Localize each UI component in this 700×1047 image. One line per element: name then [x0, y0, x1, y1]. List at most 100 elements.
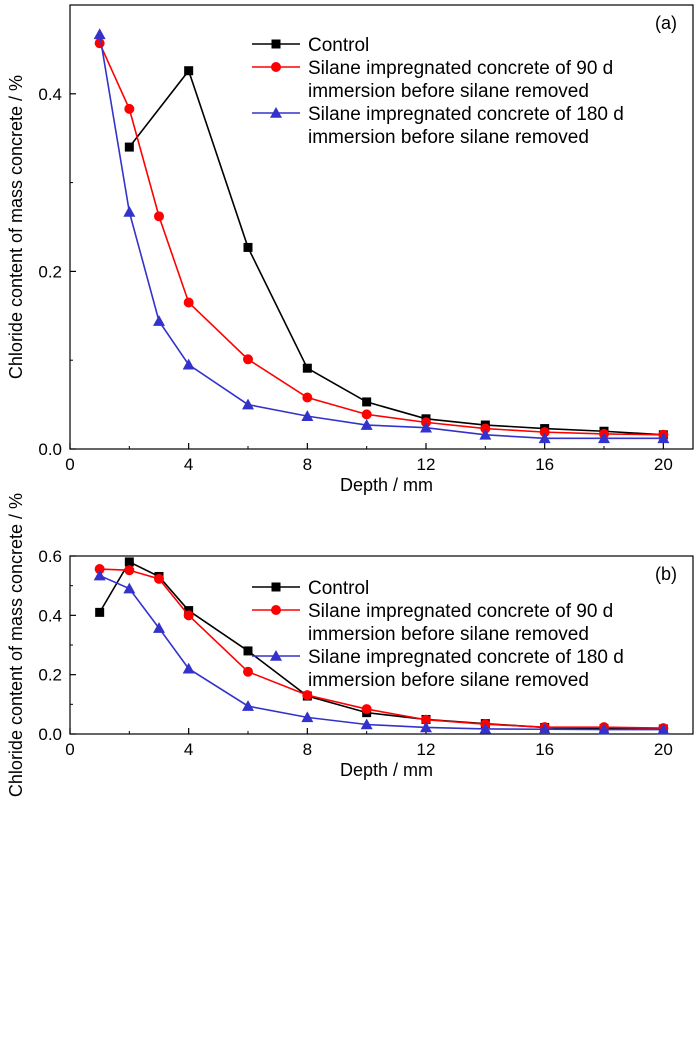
series-silane-impregnated-concrete-of-90-d-imme — [94, 564, 669, 734]
data-point — [95, 607, 105, 617]
legend-item: Silane impregnated concrete of 180 dimme… — [252, 104, 624, 148]
x-axis: 0 4 8 12 16 20 — [65, 728, 673, 759]
data-point — [153, 622, 165, 633]
y-tick-label: 0.2 — [38, 666, 62, 685]
data-point — [242, 700, 254, 711]
data-point — [301, 410, 314, 421]
series-line — [98, 42, 664, 436]
data-point — [124, 142, 134, 152]
data-point — [93, 28, 106, 40]
series-line — [128, 69, 664, 436]
data-point — [243, 646, 253, 656]
legend-label: Silane impregnated concrete of 90 d — [308, 601, 613, 622]
y-axis-title: Chloride content of mass concrete / % — [6, 493, 26, 797]
data-point — [94, 564, 105, 575]
data-point — [301, 711, 314, 723]
data-point — [538, 432, 551, 444]
data-point — [123, 582, 136, 594]
legend-swatch-marker — [271, 582, 281, 592]
data-point — [242, 398, 254, 410]
data-point — [480, 423, 491, 434]
data-point — [362, 397, 372, 407]
y-tick-label: 0.6 — [38, 547, 62, 566]
x-tick-label: 0 — [65, 740, 74, 759]
data-point — [420, 421, 432, 433]
legend-item: Control — [252, 578, 369, 599]
x-tick-label: 12 — [417, 455, 436, 474]
legend-label: Control — [308, 35, 369, 56]
y-tick-label: 0.4 — [38, 606, 62, 625]
chart-panel-a: 0 4 8 12 16 20 0.0 0.2 0.4 Depth / mm Chloride con… — [6, 4, 694, 495]
series-line — [99, 574, 664, 731]
series-line — [99, 568, 664, 729]
legend-label: immersion before silane removed — [308, 624, 589, 645]
data-point — [302, 363, 312, 373]
x-tick-label: 16 — [535, 455, 554, 474]
legend-label: immersion before silane removed — [308, 670, 589, 691]
legend-swatch-marker — [271, 605, 281, 615]
x-tick-label: 20 — [654, 455, 673, 474]
panel-label: (a) — [655, 13, 677, 33]
data-point — [657, 432, 670, 444]
y-axis-title: Chloride content of mass concrete / % — [6, 75, 26, 379]
data-point — [361, 704, 372, 715]
data-point — [243, 354, 253, 365]
data-point — [93, 569, 106, 581]
data-point — [420, 721, 432, 733]
data-point — [243, 242, 253, 252]
data-point — [94, 38, 105, 49]
data-point — [124, 557, 134, 567]
series-silane-impregnated-concrete-of-180-d-imm — [93, 28, 670, 444]
x-tick-label: 4 — [184, 455, 193, 474]
x-tick-label: 8 — [303, 740, 312, 759]
legend-item: Control — [252, 35, 369, 56]
data-point — [598, 432, 610, 444]
data-point — [360, 419, 373, 430]
series-control — [95, 557, 668, 734]
x-tick-label: 4 — [184, 740, 193, 759]
legend-swatch-marker — [271, 39, 281, 49]
data-point — [182, 662, 195, 674]
legend-label: immersion before silane removed — [308, 127, 589, 148]
data-point — [421, 714, 431, 725]
data-point — [184, 66, 194, 76]
y-tick-label: 0.2 — [38, 262, 62, 281]
y-axis: 0.0 0.2 0.4 0.6 — [38, 547, 76, 744]
legend-label: Control — [308, 578, 369, 599]
legend-item: Silane impregnated concrete of 90 dimmer… — [252, 58, 613, 102]
data-point — [302, 392, 313, 403]
data-point — [657, 723, 670, 735]
panel-label: (b) — [655, 564, 677, 584]
x-tick-label: 8 — [303, 455, 312, 474]
legend-label: immersion before silane removed — [308, 81, 589, 102]
data-point — [361, 409, 372, 420]
data-point — [154, 573, 164, 584]
x-axis-title: Depth / mm — [340, 475, 433, 495]
x-tick-label: 20 — [654, 740, 673, 759]
data-point — [123, 205, 136, 217]
legend-swatch-marker — [271, 62, 281, 72]
data-point — [302, 690, 313, 701]
x-tick-label: 16 — [535, 740, 554, 759]
data-point — [479, 428, 492, 440]
y-tick-label: 0.0 — [38, 725, 62, 744]
series-silane-impregnated-concrete-of-90-d-imme — [94, 38, 669, 440]
legend-swatch-marker — [270, 650, 282, 661]
data-point — [124, 103, 135, 114]
chart-panel-b: 0 4 8 12 16 20 0.0 0.2 0.4 0.6 Depth / mm Chloride … — [6, 493, 694, 797]
data-point — [539, 427, 550, 438]
legend-label: Silane impregnated concrete of 90 d — [308, 58, 613, 79]
data-point — [154, 211, 164, 222]
series-line — [98, 34, 664, 440]
y-tick-label: 0.4 — [38, 85, 62, 104]
plot-frame — [69, 4, 694, 450]
legend-label: Silane impregnated concrete of 180 d — [308, 104, 624, 125]
legend-item: Silane impregnated concrete of 90 dimmer… — [252, 601, 613, 645]
x-tick-label: 0 — [65, 455, 74, 474]
data-point — [183, 297, 194, 308]
x-axis: 0 4 8 12 16 20 — [65, 443, 673, 474]
series-line — [98, 560, 664, 730]
